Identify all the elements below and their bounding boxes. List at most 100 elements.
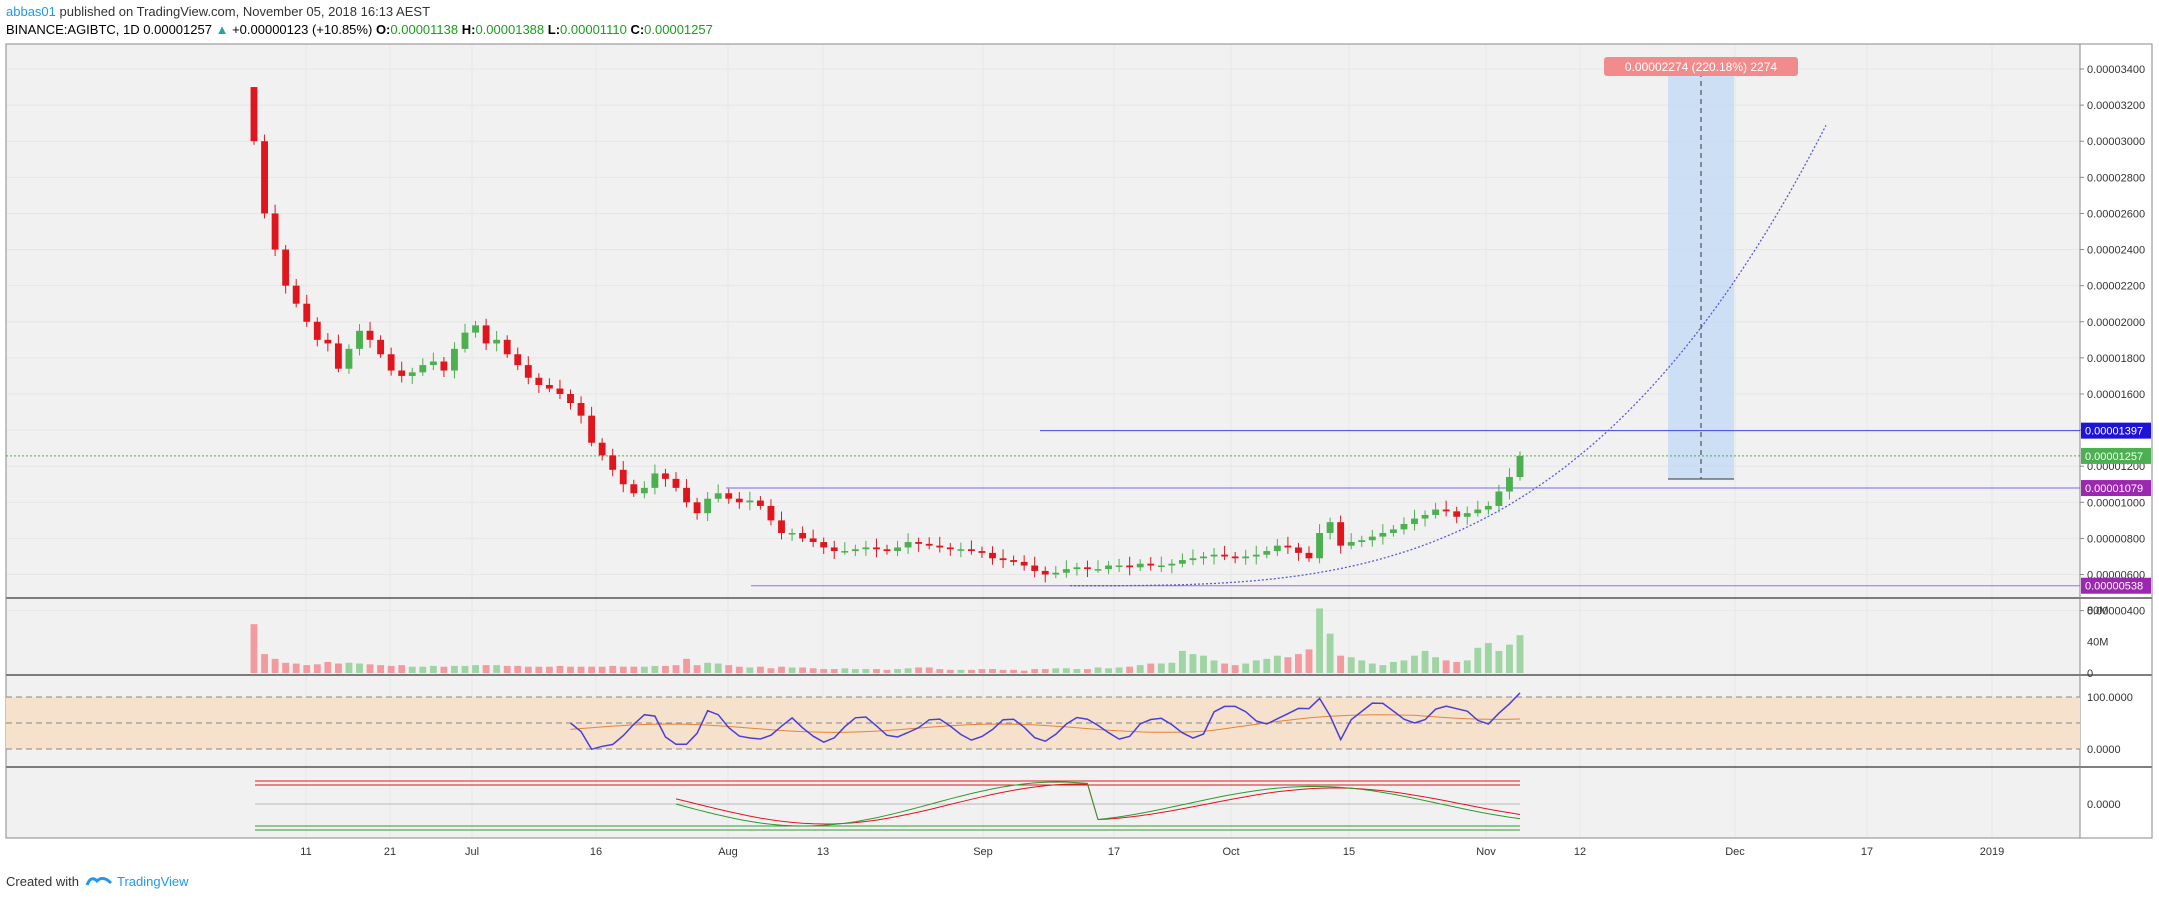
- volume-bar: [556, 665, 564, 673]
- volume-bar: [1263, 658, 1271, 673]
- time-tick-label: Oct: [1222, 846, 1239, 858]
- author-link[interactable]: abbas01: [6, 4, 56, 19]
- volume-bar: [292, 663, 300, 673]
- volume-tick-label: 40M: [2087, 637, 2108, 649]
- candle-body: [1178, 560, 1186, 564]
- volume-bar: [598, 666, 606, 673]
- volume-bar: [809, 668, 817, 673]
- volume-bar: [503, 665, 511, 673]
- volume-bar: [714, 663, 722, 673]
- candle-body: [809, 538, 817, 543]
- tradingview-link[interactable]: TradingView: [85, 873, 189, 889]
- volume-bar: [1210, 660, 1218, 673]
- candle-body: [830, 547, 838, 552]
- volume-bar: [1453, 661, 1461, 673]
- tradingview-logo-icon: [85, 876, 113, 886]
- candle-body: [1421, 514, 1429, 519]
- volume-bar: [999, 669, 1007, 673]
- candle-body: [1316, 533, 1323, 559]
- volume-bar: [1295, 654, 1302, 673]
- candle-body: [1041, 570, 1049, 575]
- candle-body: [588, 415, 596, 443]
- candle-body: [472, 325, 479, 333]
- volume-bar: [1084, 669, 1091, 673]
- candle-body: [1368, 536, 1376, 541]
- price-tick-label: 0.00002200: [2087, 281, 2145, 293]
- volume-bar: [904, 668, 912, 673]
- time-tick-label: 2019: [1980, 846, 2004, 858]
- volume-bar: [313, 664, 321, 673]
- candle-body: [1084, 567, 1091, 570]
- volume-bar: [387, 665, 395, 673]
- candle-body: [1379, 533, 1387, 537]
- price-label-bg: [2081, 577, 2151, 594]
- volume-bar: [1516, 635, 1524, 673]
- footer: Created with TradingView: [6, 873, 189, 889]
- volume-bar: [1305, 649, 1313, 673]
- volume-bar: [1031, 669, 1039, 673]
- candle-body: [1453, 511, 1461, 517]
- volume-bar: [567, 666, 574, 673]
- candle-body: [746, 500, 754, 503]
- parabolic-curve: [1070, 125, 1827, 587]
- candle-body: [1506, 477, 1513, 492]
- volume-bar: [1400, 660, 1408, 673]
- candle-body: [1105, 565, 1112, 570]
- candle-body: [1221, 554, 1229, 557]
- volume-bar: [282, 662, 290, 673]
- volume-bar: [577, 666, 585, 673]
- candle-body: [799, 533, 807, 539]
- candle-body: [651, 473, 659, 488]
- volume-bar: [778, 666, 785, 673]
- volume-bar: [1200, 655, 1207, 673]
- volume-bar: [440, 666, 448, 673]
- price-tick-label: 0.00001200: [2087, 461, 2145, 473]
- candle-body: [1210, 554, 1218, 557]
- volume-bar: [672, 665, 680, 673]
- candle-body: [292, 285, 300, 304]
- volume-bar: [788, 667, 796, 673]
- volume-bar: [1062, 668, 1070, 673]
- volume-bar: [925, 667, 933, 673]
- volume-bar: [1326, 633, 1334, 673]
- candle-body: [735, 498, 743, 503]
- time-tick-label: 17: [1861, 846, 1873, 858]
- price-label: 0.00001397: [2085, 426, 2143, 438]
- volume-bar: [1041, 669, 1049, 673]
- candle-body: [1052, 572, 1060, 575]
- volume-bar: [735, 666, 743, 673]
- candle-body: [1400, 523, 1408, 530]
- candle-body: [915, 542, 923, 544]
- price-label: 0.00000538: [2085, 581, 2143, 593]
- price-label: 0.00001079: [2085, 483, 2143, 495]
- volume-bar: [1242, 663, 1250, 673]
- volume-bar: [451, 665, 458, 673]
- volume-bar: [493, 665, 501, 673]
- candle-body: [503, 339, 511, 355]
- candle-body: [1295, 547, 1302, 553]
- price-tick-label: 0.00002800: [2087, 172, 2145, 184]
- candle-body: [756, 500, 764, 506]
- candle-body: [1115, 565, 1123, 568]
- symbol-label[interactable]: BINANCE:AGIBTC, 1D: [6, 22, 140, 37]
- volume-bar: [524, 666, 532, 673]
- volume-bar: [1168, 662, 1176, 673]
- candle-body: [1273, 545, 1281, 552]
- rsi-line: [570, 692, 1521, 751]
- candle-body: [482, 325, 490, 344]
- volume-bar: [1126, 666, 1134, 673]
- candle-body: [440, 361, 448, 371]
- time-tick-label: Jul: [465, 846, 479, 858]
- price-tick-label: 0.00000800: [2087, 533, 2145, 545]
- candle-body: [261, 141, 268, 214]
- candle-body: [1252, 554, 1260, 557]
- volume-bar: [1432, 657, 1440, 673]
- candle-body: [408, 372, 416, 376]
- measure-label-bg: [1604, 57, 1798, 76]
- volume-bar: [619, 666, 627, 673]
- candle-body: [904, 542, 912, 548]
- volume-bar: [271, 658, 279, 673]
- volume-bar: [830, 669, 838, 673]
- candle-body: [451, 348, 458, 371]
